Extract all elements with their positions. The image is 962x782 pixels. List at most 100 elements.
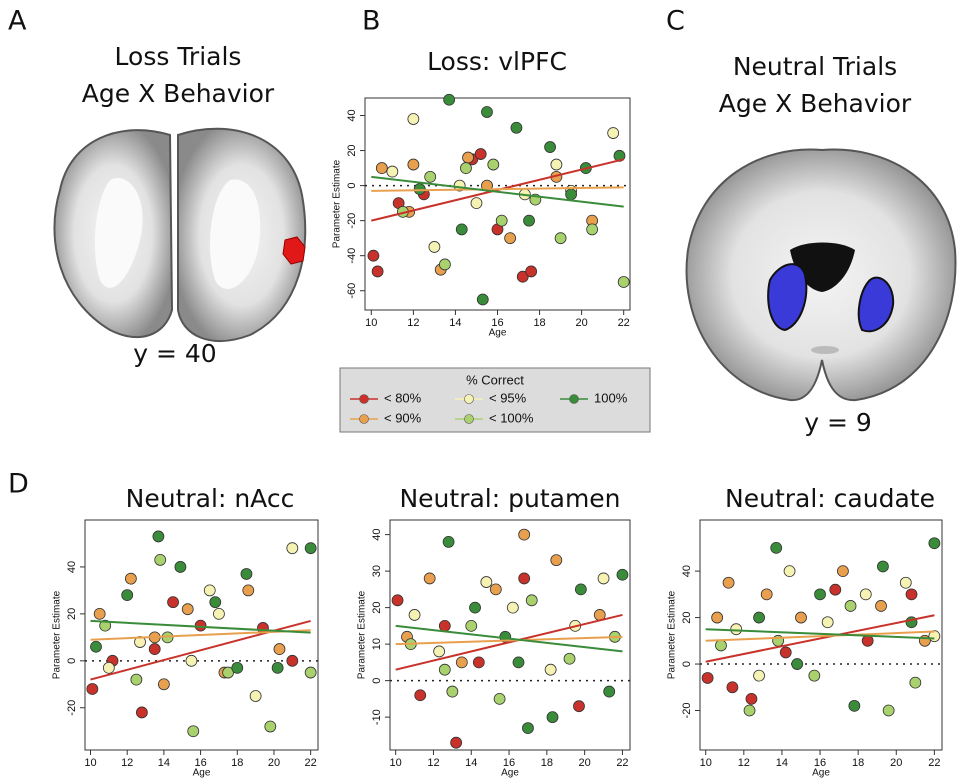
legend-label: < 80% [384,390,422,405]
data-point [387,166,398,177]
data-point [122,590,133,601]
data-point [830,584,841,595]
y-tick-label: 20 [681,611,693,623]
x-tick-label: 10 [390,757,402,769]
data-point [136,707,147,718]
data-point [860,589,871,600]
data-point [547,712,558,723]
data-point [481,107,492,118]
data-point [519,573,530,584]
data-point [125,573,136,584]
x-tick-label: 12 [427,757,439,769]
legend-title: % Correct [466,372,524,387]
data-point [566,189,577,200]
data-point [876,600,887,611]
data-point [182,604,193,615]
data-point [213,608,224,619]
data-point [900,577,911,588]
data-point [910,677,921,688]
data-point [845,600,856,611]
data-point [723,577,734,588]
x-tick-label: 18 [231,757,243,769]
data-point [372,266,383,277]
y-tick-label: -20 [346,213,358,229]
brain-title: Neutral Trials [733,52,897,81]
x-tick-label: 12 [407,317,419,329]
y-tick-label: 30 [371,565,383,577]
data-point [471,198,482,209]
y-axis-label: Parameter Estimate [357,590,368,679]
x-tick-label: 20 [268,757,280,769]
legend-swatch [570,395,579,404]
data-point [883,705,894,716]
data-point [429,241,440,252]
data-point [434,646,445,657]
data-point [153,531,164,542]
data-point [519,529,530,540]
y-tick-label: -10 [371,709,383,725]
legend-label: < 95% [489,390,527,405]
data-point [877,561,888,572]
y-tick-label: -40 [346,248,358,264]
data-point [524,215,535,226]
data-point [746,693,757,704]
data-point [447,686,458,697]
data-point [780,647,791,658]
x-tick-label: 10 [700,757,712,769]
y-tick-label: 0 [66,658,78,664]
data-point [598,573,609,584]
data-point [761,589,772,600]
data-point [439,664,450,675]
y-tick-label: -20 [66,700,78,716]
data-point [608,128,619,139]
data-point [188,726,199,737]
y-tick-label: 40 [681,565,693,577]
data-point [460,163,471,174]
chart-title: Loss: vlPFC [427,47,567,76]
y-tick-label: 0 [346,183,358,189]
data-point [415,690,426,701]
x-tick-label: 18 [852,757,864,769]
x-tick-label: 22 [928,757,940,769]
y-tick-label: 10 [371,638,383,650]
data-point [243,585,254,596]
y-tick-label: 20 [66,608,78,620]
y-tick-label: 0 [371,678,383,684]
data-point [241,568,252,579]
x-tick-label: 12 [121,757,133,769]
data-point [250,691,261,702]
data-point [91,641,102,652]
brain-title: Age X Behavior [82,79,275,108]
data-point [444,94,455,105]
x-tick-label: 10 [365,317,377,329]
data-point [545,664,556,675]
data-point [618,276,629,287]
data-point [463,152,474,163]
data-point [837,566,848,577]
data-point [815,589,826,600]
x-tick-label: 14 [158,757,170,769]
panel-letter: C [666,6,685,37]
legend-swatch [360,395,369,404]
panel-letter: D [8,469,29,500]
y-tick-label: 40 [66,561,78,573]
data-point [210,597,221,608]
data-point [771,542,782,553]
data-point [488,159,499,170]
data-point [754,670,765,681]
slice-label: y = 9 [804,408,872,437]
data-point [513,657,524,668]
data-point [94,608,105,619]
x-tick-label: 20 [890,757,902,769]
data-point [424,573,435,584]
data-point [849,700,860,711]
data-point [494,693,505,704]
data-point [204,585,215,596]
x-tick-label: 20 [579,757,591,769]
data-point [149,644,160,655]
data-point [507,602,518,613]
y-axis-label: Parameter Estimate [52,590,63,679]
chart-title: Neutral: caudate [725,484,935,513]
legend: % Correct < 80%< 90%< 95%< 100%100% [340,368,650,432]
x-axis-label: Age [489,328,507,339]
